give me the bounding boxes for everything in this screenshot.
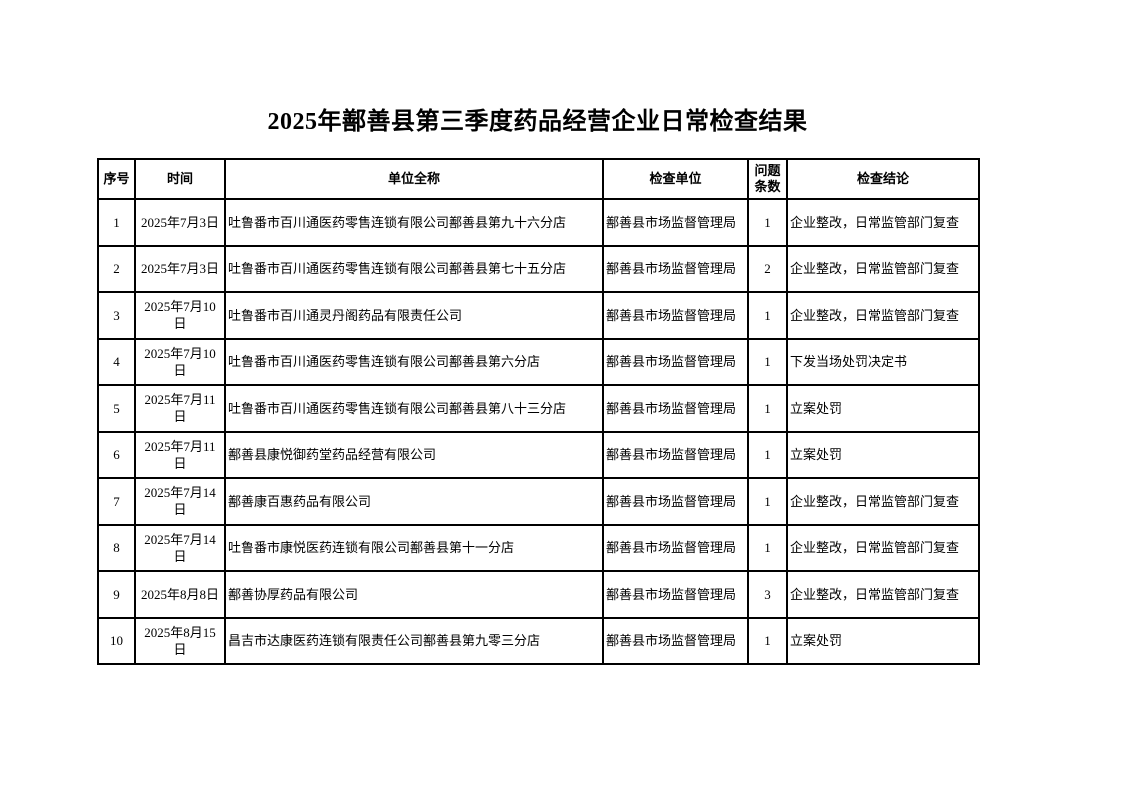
table-row: 4 2025年7月10日 吐鲁番市百川通医药零售连锁有限公司鄯善县第六分店 鄯善县市场… xyxy=(97,337,980,386)
column-header-date: 时间 xyxy=(134,158,226,200)
cell-date: 2025年8月8日 xyxy=(134,570,226,619)
cell-inspection-unit: 鄯善县市场监督管理局 xyxy=(602,570,749,619)
cell-date: 2025年7月11日 xyxy=(134,430,226,479)
cell-date: 2025年7月3日 xyxy=(134,244,226,293)
cell-conclusion: 企业整改，日常监管部门复查 xyxy=(786,570,980,619)
cell-issue-count: 1 xyxy=(747,384,788,433)
cell-conclusion: 立案处罚 xyxy=(786,616,980,665)
cell-index: 4 xyxy=(97,337,136,386)
cell-inspection-unit: 鄯善县市场监督管理局 xyxy=(602,291,749,340)
cell-issue-count: 1 xyxy=(747,198,788,247)
cell-inspection-unit: 鄯善县市场监督管理局 xyxy=(602,523,749,572)
table-header-row: 序号 时间 单位全称 检查单位 问题条数 检查结论 xyxy=(97,158,980,200)
cell-index: 2 xyxy=(97,244,136,293)
cell-company-name: 吐鲁番市百川通灵丹阁药品有限责任公司 xyxy=(224,291,604,340)
cell-date: 2025年7月10日 xyxy=(134,291,226,340)
cell-date: 2025年7月10日 xyxy=(134,337,226,386)
cell-issue-count: 1 xyxy=(747,337,788,386)
cell-company-name: 吐鲁番市百川通医药零售连锁有限公司鄯善县第八十三分店 xyxy=(224,384,604,433)
cell-date: 2025年7月3日 xyxy=(134,198,226,247)
cell-conclusion: 立案处罚 xyxy=(786,430,980,479)
cell-company-name: 吐鲁番市百川通医药零售连锁有限公司鄯善县第九十六分店 xyxy=(224,198,604,247)
cell-issue-count: 1 xyxy=(747,477,788,526)
column-header-conclusion: 检查结论 xyxy=(786,158,980,200)
cell-conclusion: 立案处罚 xyxy=(786,384,980,433)
cell-conclusion: 企业整改，日常监管部门复查 xyxy=(786,477,980,526)
cell-date: 2025年7月14日 xyxy=(134,523,226,572)
table-row: 3 2025年7月10日 吐鲁番市百川通灵丹阁药品有限责任公司 鄯善县市场监督管理局 1… xyxy=(97,291,980,340)
cell-date: 2025年8月15日 xyxy=(134,616,226,665)
table-row: 6 2025年7月11日 鄯善县康悦御药堂药品经营有限公司 鄯善县市场监督管理局 1 立案… xyxy=(97,430,980,479)
cell-index: 10 xyxy=(97,616,136,665)
column-header-issue-count: 问题条数 xyxy=(747,158,788,200)
table-body: 1 2025年7月3日 吐鲁番市百川通医药零售连锁有限公司鄯善县第九十六分店 鄯善县市… xyxy=(97,198,980,665)
cell-index: 6 xyxy=(97,430,136,479)
cell-issue-count: 2 xyxy=(747,244,788,293)
cell-index: 1 xyxy=(97,198,136,247)
cell-company-name: 吐鲁番市百川通医药零售连锁有限公司鄯善县第六分店 xyxy=(224,337,604,386)
cell-inspection-unit: 鄯善县市场监督管理局 xyxy=(602,477,749,526)
cell-issue-count: 1 xyxy=(747,430,788,479)
table-row: 9 2025年8月8日 鄯善协厚药品有限公司 鄯善县市场监督管理局 3 企业整改，日常监管… xyxy=(97,570,980,619)
cell-company-name: 吐鲁番市百川通医药零售连锁有限公司鄯善县第七十五分店 xyxy=(224,244,604,293)
cell-issue-count: 1 xyxy=(747,523,788,572)
table-row: 7 2025年7月14日 鄯善康百惠药品有限公司 鄯善县市场监督管理局 1 企业整改，日常… xyxy=(97,477,980,526)
cell-inspection-unit: 鄯善县市场监督管理局 xyxy=(602,198,749,247)
cell-index: 8 xyxy=(97,523,136,572)
table-row: 5 2025年7月11日 吐鲁番市百川通医药零售连锁有限公司鄯善县第八十三分店 鄯善县… xyxy=(97,384,980,433)
cell-company-name: 鄯善协厚药品有限公司 xyxy=(224,570,604,619)
cell-conclusion: 企业整改，日常监管部门复查 xyxy=(786,198,980,247)
inspection-results-table: 序号 时间 单位全称 检查单位 问题条数 检查结论 1 2025年7月3日 吐鲁番市… xyxy=(97,158,980,665)
cell-company-name: 昌吉市达康医药连锁有限责任公司鄯善县第九零三分店 xyxy=(224,616,604,665)
cell-inspection-unit: 鄯善县市场监督管理局 xyxy=(602,616,749,665)
table-row: 1 2025年7月3日 吐鲁番市百川通医药零售连锁有限公司鄯善县第九十六分店 鄯善县市… xyxy=(97,198,980,247)
cell-index: 5 xyxy=(97,384,136,433)
cell-conclusion: 企业整改，日常监管部门复查 xyxy=(786,523,980,572)
cell-date: 2025年7月11日 xyxy=(134,384,226,433)
column-header-inspection-unit: 检查单位 xyxy=(602,158,749,200)
cell-inspection-unit: 鄯善县市场监督管理局 xyxy=(602,244,749,293)
cell-inspection-unit: 鄯善县市场监督管理局 xyxy=(602,430,749,479)
cell-index: 9 xyxy=(97,570,136,619)
column-header-index: 序号 xyxy=(97,158,136,200)
cell-index: 3 xyxy=(97,291,136,340)
table-row: 2 2025年7月3日 吐鲁番市百川通医药零售连锁有限公司鄯善县第七十五分店 鄯善县市… xyxy=(97,244,980,293)
cell-inspection-unit: 鄯善县市场监督管理局 xyxy=(602,337,749,386)
cell-issue-count: 1 xyxy=(747,291,788,340)
table-row: 8 2025年7月14日 吐鲁番市康悦医药连锁有限公司鄯善县第十一分店 鄯善县市场监督… xyxy=(97,523,980,572)
cell-issue-count: 1 xyxy=(747,616,788,665)
cell-company-name: 鄯善康百惠药品有限公司 xyxy=(224,477,604,526)
table-row: 10 2025年8月15日 昌吉市达康医药连锁有限责任公司鄯善县第九零三分店 鄯善县市… xyxy=(97,616,980,665)
cell-company-name: 鄯善县康悦御药堂药品经营有限公司 xyxy=(224,430,604,479)
cell-conclusion: 企业整改，日常监管部门复查 xyxy=(786,291,980,340)
table-header: 序号 时间 单位全称 检查单位 问题条数 检查结论 xyxy=(97,158,980,200)
cell-conclusion: 下发当场处罚决定书 xyxy=(786,337,980,386)
page-title: 2025年鄯善县第三季度药品经营企业日常检查结果 xyxy=(267,109,808,135)
cell-issue-count: 3 xyxy=(747,570,788,619)
cell-inspection-unit: 鄯善县市场监督管理局 xyxy=(602,384,749,433)
cell-company-name: 吐鲁番市康悦医药连锁有限公司鄯善县第十一分店 xyxy=(224,523,604,572)
column-header-company-name: 单位全称 xyxy=(224,158,604,200)
cell-date: 2025年7月14日 xyxy=(134,477,226,526)
cell-index: 7 xyxy=(97,477,136,526)
cell-conclusion: 企业整改，日常监管部门复查 xyxy=(786,244,980,293)
